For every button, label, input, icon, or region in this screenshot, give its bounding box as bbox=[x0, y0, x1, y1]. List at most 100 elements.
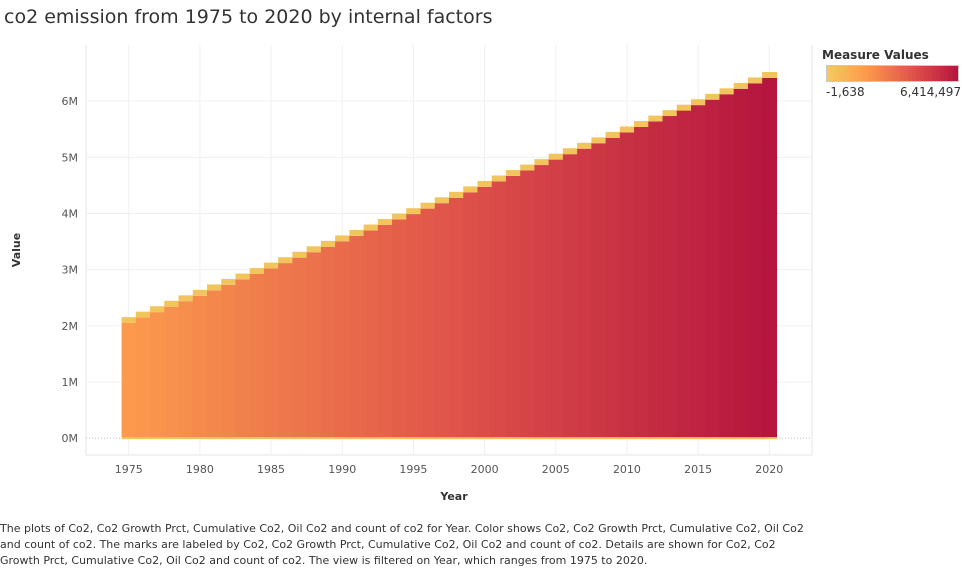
bar-2000 bbox=[477, 186, 493, 439]
bar-cap-1987 bbox=[292, 251, 308, 258]
bar-cap-2019 bbox=[747, 77, 763, 84]
bar-base-2000 bbox=[477, 437, 493, 440]
bar-2007 bbox=[577, 148, 592, 439]
bar-base-2013 bbox=[662, 437, 678, 440]
bar-2017 bbox=[719, 94, 735, 439]
bar-1989 bbox=[320, 246, 336, 439]
legend-color-ramp bbox=[826, 65, 959, 82]
bar-cap-1991 bbox=[349, 229, 365, 236]
bar-1986 bbox=[278, 263, 294, 439]
bar-cap-2007 bbox=[577, 142, 592, 149]
bar-base-1995 bbox=[406, 437, 422, 440]
x-tick-label: 1985 bbox=[257, 463, 285, 476]
bar-cap-1985 bbox=[263, 262, 279, 269]
bar-1993 bbox=[377, 224, 393, 439]
bar-base-1981 bbox=[207, 437, 222, 440]
bar-base-2020 bbox=[762, 437, 778, 440]
bar-base-2001 bbox=[491, 437, 507, 440]
bar-cap-2010 bbox=[619, 126, 635, 133]
bar-2008 bbox=[591, 143, 607, 439]
bar-base-1982 bbox=[221, 437, 237, 440]
chart-title: co2 emission from 1975 to 2020 by intern… bbox=[4, 6, 493, 28]
bar-base-2018 bbox=[733, 437, 749, 440]
bar-2010 bbox=[619, 132, 635, 439]
chart-caption: The plots of Co2, Co2 Growth Prct, Cumul… bbox=[0, 522, 804, 567]
bar-base-1977 bbox=[150, 437, 165, 440]
bar-1979 bbox=[178, 301, 194, 439]
y-tick-label: 4M bbox=[62, 207, 79, 220]
bar-base-2012 bbox=[648, 437, 664, 440]
bar-base-2005 bbox=[548, 437, 564, 440]
bar-1991 bbox=[349, 235, 365, 439]
bar-1994 bbox=[392, 219, 407, 439]
bar-2012 bbox=[648, 121, 664, 439]
bar-1985 bbox=[263, 268, 279, 439]
bar-2001 bbox=[491, 181, 507, 439]
bar-1984 bbox=[249, 273, 265, 439]
bar-cap-2009 bbox=[605, 131, 621, 138]
bar-1978 bbox=[164, 306, 180, 439]
bar-base-1976 bbox=[135, 437, 151, 440]
bar-base-2014 bbox=[676, 437, 692, 440]
bar-2013 bbox=[662, 116, 678, 439]
bar-base-1984 bbox=[249, 437, 265, 440]
bar-cap-2004 bbox=[534, 159, 550, 166]
bar-2006 bbox=[562, 154, 578, 439]
bar-cap-2012 bbox=[648, 115, 664, 122]
bar-cap-1998 bbox=[449, 191, 464, 198]
bar-2019 bbox=[747, 83, 763, 439]
bar-1997 bbox=[434, 203, 450, 439]
bar-base-1989 bbox=[320, 437, 336, 440]
bar-cap-1989 bbox=[320, 240, 336, 247]
bar-cap-1978 bbox=[164, 300, 180, 307]
bar-base-2003 bbox=[520, 437, 536, 440]
bar-cap-1977 bbox=[150, 306, 165, 313]
bar-cap-2008 bbox=[591, 137, 607, 144]
x-tick-label: 2010 bbox=[613, 463, 641, 476]
x-tick-label: 1995 bbox=[399, 463, 427, 476]
bar-cap-2015 bbox=[691, 99, 706, 106]
bar-cap-2005 bbox=[548, 153, 564, 160]
bar-1990 bbox=[335, 241, 350, 439]
bar-1992 bbox=[363, 230, 379, 439]
axes: 1975 1980 1985 1990 1995 2000 2005 2010 2015 2020… bbox=[10, 95, 783, 503]
bar-cap-1983 bbox=[235, 273, 251, 280]
bar-base-1975 bbox=[121, 437, 137, 440]
bar-1988 bbox=[306, 252, 322, 439]
bar-base-1990 bbox=[335, 437, 350, 440]
bar-cap-1975 bbox=[121, 317, 137, 324]
y-tick-label: 0M bbox=[62, 432, 79, 445]
bar-2016 bbox=[705, 99, 721, 439]
x-tick-label: 1990 bbox=[328, 463, 356, 476]
bar-cap-2020 bbox=[762, 71, 778, 78]
bar-2015 bbox=[691, 105, 706, 439]
bar-base-1987 bbox=[292, 437, 308, 440]
bar-cap-2013 bbox=[662, 110, 678, 117]
bar-2003 bbox=[520, 170, 536, 439]
bar-base-1979 bbox=[178, 437, 194, 440]
legend-min-label: -1,638 bbox=[826, 85, 865, 99]
x-tick-label: 2005 bbox=[542, 463, 570, 476]
x-tick-label: 2015 bbox=[684, 463, 712, 476]
bar-1983 bbox=[235, 279, 251, 439]
bar-cap-1993 bbox=[377, 219, 393, 225]
bar-1996 bbox=[420, 208, 436, 439]
bar-base-1991 bbox=[349, 437, 365, 440]
legend-title: Measure Values bbox=[822, 48, 929, 62]
y-tick-label: 3M bbox=[62, 264, 79, 277]
bar-cap-2006 bbox=[562, 148, 578, 155]
bar-1975 bbox=[121, 323, 137, 439]
bar-cap-1992 bbox=[363, 224, 379, 231]
bar-base-1992 bbox=[363, 437, 379, 440]
bar-1976 bbox=[135, 317, 151, 439]
bar-1999 bbox=[463, 192, 479, 439]
bar-base-2010 bbox=[619, 437, 635, 440]
bar-base-1993 bbox=[377, 437, 393, 440]
bar-cap-2000 bbox=[477, 180, 493, 187]
bar-base-2007 bbox=[577, 437, 592, 440]
bar-base-2019 bbox=[747, 437, 763, 440]
bar-cap-1984 bbox=[249, 268, 265, 274]
bar-cap-2016 bbox=[705, 93, 721, 100]
bar-2014 bbox=[676, 110, 692, 439]
bar-cap-1976 bbox=[135, 311, 151, 318]
